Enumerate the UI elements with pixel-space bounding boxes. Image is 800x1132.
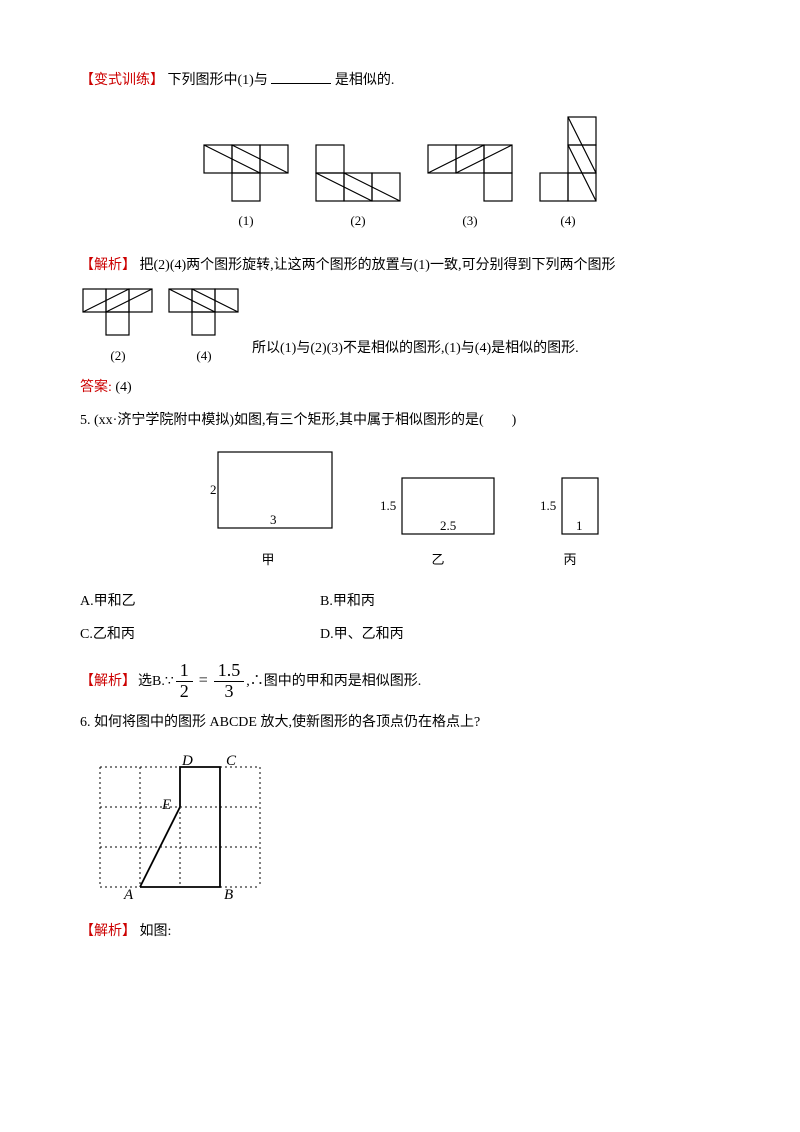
rect-yi-h: 1.5 [380, 498, 396, 513]
grid-label-B: B [224, 887, 233, 903]
rect-jia-w: 3 [270, 512, 277, 527]
rect-jia-h: 2 [210, 482, 217, 497]
label-analysis5: 【解析】 [80, 669, 136, 694]
q6-num: 6. [80, 715, 91, 730]
frac1: 1 2 [176, 661, 193, 702]
grid-label-E: E [161, 797, 171, 813]
analysis5-pre: 选B.∵ [138, 669, 174, 694]
frac2: 1.5 3 [214, 661, 245, 702]
fig2-item-2: (4) [166, 286, 242, 367]
fig1-label-3: (3) [424, 209, 516, 232]
frac2-den: 3 [221, 682, 238, 702]
eq-sign: = [199, 667, 208, 696]
rect-group: 2 3 甲 1.5 2.5 乙 1.5 1 丙 [80, 448, 720, 571]
analysis5-line: 【解析】 选B.∵ 1 2 = 1.5 3 ,∴图中的甲和丙是相似图形. [80, 661, 720, 702]
blank-underline [271, 69, 331, 84]
fig1-shape-4 [536, 113, 600, 205]
answer1-value: (4) [115, 380, 131, 395]
q5-options: A.甲和乙 B.甲和丙 C.乙和丙 D.甲、乙和丙 [80, 585, 720, 651]
fig2-shape-2 [166, 286, 242, 340]
grid-svg: A B C D E [80, 747, 280, 907]
analysis6-text: 如图: [140, 924, 172, 939]
figure-row-1: (1) (2) (3) [80, 113, 720, 232]
q6-line: 6. 如何将图中的图形 ABCDE 放大,使新图形的各顶点仍在格点上? [80, 710, 720, 735]
label-analysis6: 【解析】 [80, 924, 136, 939]
fig1-label-4: (4) [536, 209, 600, 232]
rect-jia: 2 3 甲 [198, 448, 338, 571]
variant-text1: 下列图形中(1)与 [168, 73, 268, 88]
variant-text2: 是相似的. [335, 73, 395, 88]
rect-bing-svg: 1.5 1 [538, 474, 602, 544]
grid-label-D: D [181, 753, 193, 769]
analysis1-line: 【解析】 把(2)(4)两个图形旋转,让这两个图形的放置与(1)一致,可分别得到… [80, 253, 720, 278]
opt-B: B.甲和丙 [320, 589, 560, 614]
opt-D: D.甲、乙和丙 [320, 622, 560, 647]
figure-row-2: (2) (4) 所以(1)与(2)(3)不是相似的图形,(1)与(4)是相似的图… [80, 286, 720, 367]
q5-line: 5. (xx·济宁学院附中模拟)如图,有三个矩形,其中属于相似图形的是( ) [80, 408, 720, 433]
label-variant: 【变式训练】 [80, 73, 164, 88]
label-answer1: 答案: [80, 380, 112, 395]
rect-bing-h: 1.5 [540, 498, 556, 513]
variant-training-line: 【变式训练】 下列图形中(1)与 是相似的. [80, 68, 720, 93]
rect-jia-label: 甲 [198, 548, 338, 571]
fig2-label-2: (4) [166, 344, 242, 367]
rect-bing: 1.5 1 丙 [538, 474, 602, 571]
opt-A: A.甲和乙 [80, 589, 320, 614]
frac1-num: 1 [176, 661, 193, 682]
answer1-line: 答案: (4) [80, 375, 720, 400]
rect-yi-svg: 1.5 2.5 [378, 474, 498, 544]
fig1-item-4: (4) [536, 113, 600, 232]
rect-yi-label: 乙 [378, 548, 498, 571]
fig2-shape-1 [80, 286, 156, 340]
fig2-label-1: (2) [80, 344, 156, 367]
fig2-item-1: (2) [80, 286, 156, 367]
q5-num: 5. [80, 413, 91, 428]
q6-text: 如何将图中的图形 ABCDE 放大,使新图形的各顶点仍在格点上? [94, 715, 480, 730]
rect-jia-svg: 2 3 [198, 448, 338, 544]
frac1-den: 2 [176, 682, 193, 702]
fig1-label-2: (2) [312, 209, 404, 232]
rect-bing-w: 1 [576, 518, 583, 533]
analysis5-post: ,∴图中的甲和丙是相似图形. [246, 669, 421, 694]
fig1-label-1: (1) [200, 209, 292, 232]
grid-label-A: A [123, 887, 134, 903]
analysis1-text: 把(2)(4)两个图形旋转,让这两个图形的放置与(1)一致,可分别得到下列两个图… [140, 258, 616, 273]
fig1-item-3: (3) [424, 141, 516, 232]
fig1-shape-1 [200, 141, 292, 205]
q5-text: (xx·济宁学院附中模拟)如图,有三个矩形,其中属于相似图形的是( ) [94, 413, 516, 428]
fig2-tail: 所以(1)与(2)(3)不是相似的图形,(1)与(4)是相似的图形. [252, 336, 579, 367]
frac2-num: 1.5 [214, 661, 245, 682]
rect-bing-label: 丙 [538, 548, 602, 571]
fig1-shape-2 [312, 141, 404, 205]
fig1-item-1: (1) [200, 141, 292, 232]
grid-label-C: C [226, 753, 237, 769]
label-analysis1: 【解析】 [80, 258, 136, 273]
rect-yi: 1.5 2.5 乙 [378, 474, 498, 571]
fig1-shape-3 [424, 141, 516, 205]
analysis6-line: 【解析】 如图: [80, 919, 720, 944]
fig1-item-2: (2) [312, 141, 404, 232]
grid-wrap: A B C D E [80, 747, 720, 907]
opt-C: C.乙和丙 [80, 622, 320, 647]
rect-yi-w: 2.5 [440, 518, 456, 533]
